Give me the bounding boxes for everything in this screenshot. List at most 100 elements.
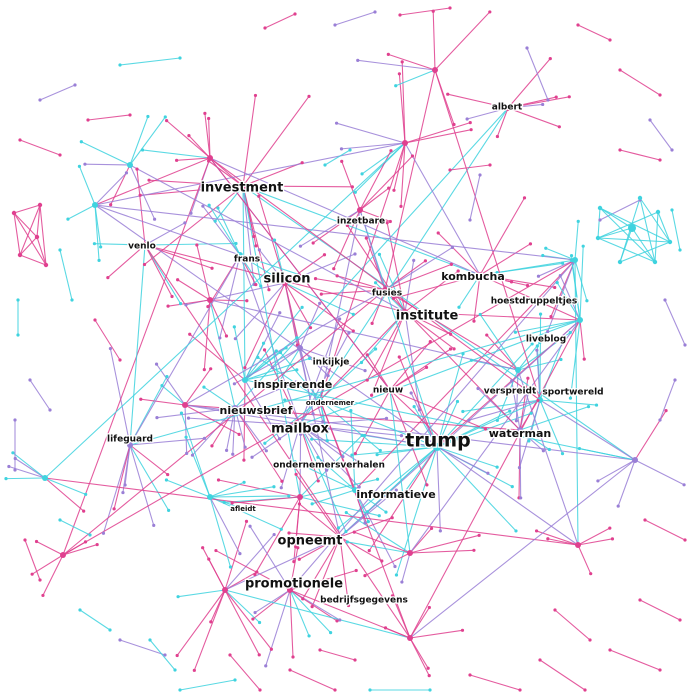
network-node — [483, 427, 488, 431]
network-edge — [231, 496, 301, 504]
network-edge — [354, 489, 369, 523]
network-edge — [209, 495, 290, 498]
network-node — [538, 340, 542, 344]
network-edge — [288, 532, 341, 538]
network-node — [224, 334, 229, 338]
network-node — [97, 258, 101, 262]
network-node — [118, 638, 122, 642]
network-node — [608, 526, 612, 530]
network-node — [546, 98, 550, 102]
hub-node — [575, 542, 581, 548]
network-node — [427, 605, 431, 610]
hub-node — [92, 202, 98, 208]
network-edge — [299, 347, 324, 423]
network-edge — [13, 212, 47, 266]
network-edge — [597, 207, 601, 239]
network-edge — [289, 589, 310, 637]
network-edge — [280, 424, 301, 489]
network-edge — [526, 47, 549, 101]
network-edge — [39, 84, 76, 101]
network-node — [560, 452, 565, 456]
network-node — [608, 38, 612, 42]
network-edge — [239, 254, 286, 284]
network-edge — [109, 348, 131, 446]
network-node — [257, 194, 261, 198]
network-edge — [649, 119, 673, 151]
network-node — [11, 210, 17, 216]
hub-node — [207, 155, 213, 161]
network-edge — [437, 232, 481, 276]
network-node — [377, 252, 382, 256]
keyword-labels: investment silicon institute trump mailbox op… — [106, 101, 605, 607]
network-edge — [184, 368, 212, 406]
network-edge — [62, 259, 576, 556]
hub-node — [242, 377, 248, 383]
keyword-label: venlo — [128, 242, 156, 252]
network-node — [588, 638, 592, 642]
network-edge — [113, 444, 131, 510]
network-node — [58, 248, 62, 252]
network-edge — [209, 157, 541, 401]
network-node — [214, 548, 218, 553]
network-node — [293, 460, 297, 464]
network-edge — [299, 209, 361, 247]
network-edge — [129, 254, 241, 446]
network-edge — [389, 389, 411, 554]
network-node — [202, 385, 206, 389]
network-edge — [436, 353, 464, 448]
network-edge — [574, 259, 588, 302]
network-node — [179, 411, 184, 415]
network-node — [488, 163, 492, 167]
network-node — [175, 653, 179, 658]
network-node — [34, 539, 39, 544]
keyword-label: bedrijfsgegevens — [320, 596, 408, 606]
network-edge — [299, 433, 302, 498]
network-node — [261, 341, 266, 345]
network-edge — [436, 399, 541, 448]
network-edge — [258, 195, 286, 284]
network-node — [449, 332, 453, 336]
network-node — [338, 618, 342, 622]
network-node — [682, 483, 686, 487]
network-edge — [486, 334, 519, 371]
network-node — [339, 147, 344, 151]
network-node — [667, 239, 673, 245]
network-node — [393, 564, 397, 569]
network-edge — [215, 550, 291, 591]
network-node — [106, 275, 110, 280]
network-edge — [404, 311, 452, 335]
network-edge — [129, 437, 206, 446]
network-node — [576, 219, 580, 223]
network-node — [201, 204, 205, 208]
network-edge — [129, 444, 170, 511]
network-node — [244, 519, 249, 523]
network-edge — [319, 209, 361, 401]
network-edge — [404, 311, 581, 321]
network-node — [472, 319, 476, 323]
network-node — [248, 524, 252, 528]
network-edge — [196, 244, 211, 301]
network-node — [243, 366, 247, 370]
network-node — [431, 9, 435, 13]
network-node — [344, 510, 348, 515]
hub-node — [60, 552, 66, 558]
network-node — [428, 339, 432, 344]
keyword-label: investment — [201, 181, 284, 196]
network-node — [209, 367, 213, 371]
network-node — [658, 668, 662, 672]
network-edge — [94, 142, 406, 206]
network-edge — [13, 212, 38, 238]
network-edge — [136, 168, 146, 246]
network-node — [218, 336, 222, 340]
network-edge — [351, 446, 438, 456]
network-node — [384, 510, 388, 514]
network-edge — [399, 7, 451, 16]
network-node — [469, 358, 474, 362]
network-node — [368, 688, 372, 692]
network-node — [370, 321, 374, 325]
network-node — [293, 12, 297, 16]
network-edge — [371, 311, 406, 396]
network-node — [457, 305, 461, 309]
network-node — [436, 231, 440, 235]
network-node — [332, 267, 336, 271]
